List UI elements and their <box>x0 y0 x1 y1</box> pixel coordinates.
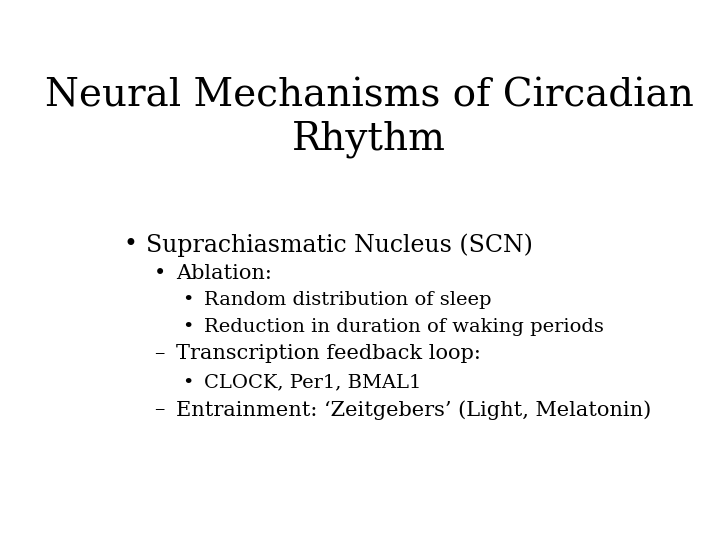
Text: –: – <box>154 400 165 419</box>
Text: CLOCK, Per1, BMAL1: CLOCK, Per1, BMAL1 <box>204 374 422 391</box>
Text: Transcription feedback loop:: Transcription feedback loop: <box>176 344 482 363</box>
Text: –: – <box>154 344 165 363</box>
Text: Rhythm: Rhythm <box>292 121 446 158</box>
Text: Reduction in duration of waking periods: Reduction in duration of waking periods <box>204 318 604 335</box>
Text: •: • <box>182 374 194 391</box>
Text: •: • <box>154 265 166 284</box>
Text: Neural Mechanisms of Circadian: Neural Mechanisms of Circadian <box>45 77 693 114</box>
Text: Entrainment: ‘Zeitgebers’ (Light, Melatonin): Entrainment: ‘Zeitgebers’ (Light, Melato… <box>176 400 652 420</box>
Text: Ablation:: Ablation: <box>176 265 272 284</box>
Text: •: • <box>182 292 194 309</box>
Text: Random distribution of sleep: Random distribution of sleep <box>204 292 492 309</box>
Text: Suprachiasmatic Nucleus (SCN): Suprachiasmatic Nucleus (SCN) <box>145 233 533 256</box>
Text: •: • <box>124 233 138 256</box>
Text: •: • <box>182 318 194 335</box>
